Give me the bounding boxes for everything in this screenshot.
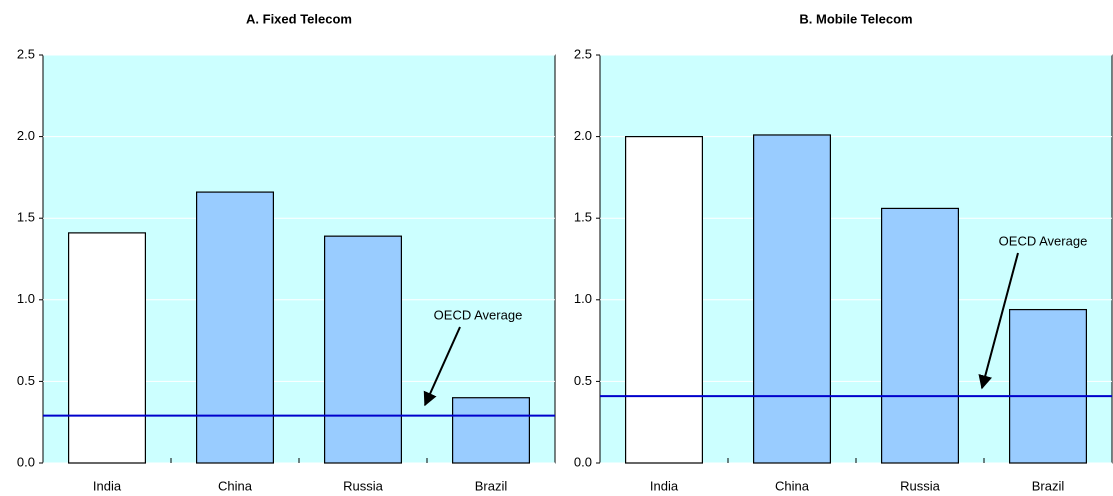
y-tick-label: 2.5 bbox=[17, 46, 35, 61]
y-tick-label: 1.0 bbox=[574, 291, 592, 306]
annotation-arrow bbox=[423, 326, 461, 407]
x-tick-label: India bbox=[93, 478, 122, 493]
annotation-arrow bbox=[978, 252, 1019, 390]
annotation: OECD Average bbox=[434, 307, 523, 322]
bar bbox=[324, 235, 403, 464]
x-tick-label: India bbox=[650, 478, 679, 493]
bar bbox=[1008, 308, 1087, 464]
y-tick-label: 1.5 bbox=[574, 210, 592, 225]
bar bbox=[196, 191, 275, 464]
x-tick-label: Russia bbox=[900, 478, 941, 493]
x-tick-label: China bbox=[218, 478, 253, 493]
bar bbox=[67, 232, 147, 464]
y-tick-label: 1.5 bbox=[17, 210, 35, 225]
y-tick-label: 0.0 bbox=[17, 454, 35, 469]
bar bbox=[752, 134, 831, 464]
bar bbox=[452, 397, 531, 464]
x-tick-label: Brazil bbox=[475, 478, 508, 493]
y-tick-label: 2.5 bbox=[574, 46, 592, 61]
y-tick-label: 0.5 bbox=[574, 373, 592, 388]
chart-title: A. Fixed Telecom bbox=[246, 11, 352, 26]
y-tick-label: 0.5 bbox=[17, 373, 35, 388]
x-tick-label: Brazil bbox=[1032, 478, 1065, 493]
chart-title: B. Mobile Telecom bbox=[799, 11, 912, 26]
annotation: OECD Average bbox=[999, 233, 1088, 248]
x-tick-label: Russia bbox=[343, 478, 384, 493]
x-tick-label: China bbox=[775, 478, 810, 493]
bar bbox=[624, 136, 703, 464]
bar bbox=[880, 207, 959, 464]
y-tick-label: 0.0 bbox=[574, 454, 592, 469]
y-tick-label: 2.0 bbox=[574, 128, 592, 143]
y-tick-label: 2.0 bbox=[17, 128, 35, 143]
y-tick-label: 1.0 bbox=[17, 291, 35, 306]
